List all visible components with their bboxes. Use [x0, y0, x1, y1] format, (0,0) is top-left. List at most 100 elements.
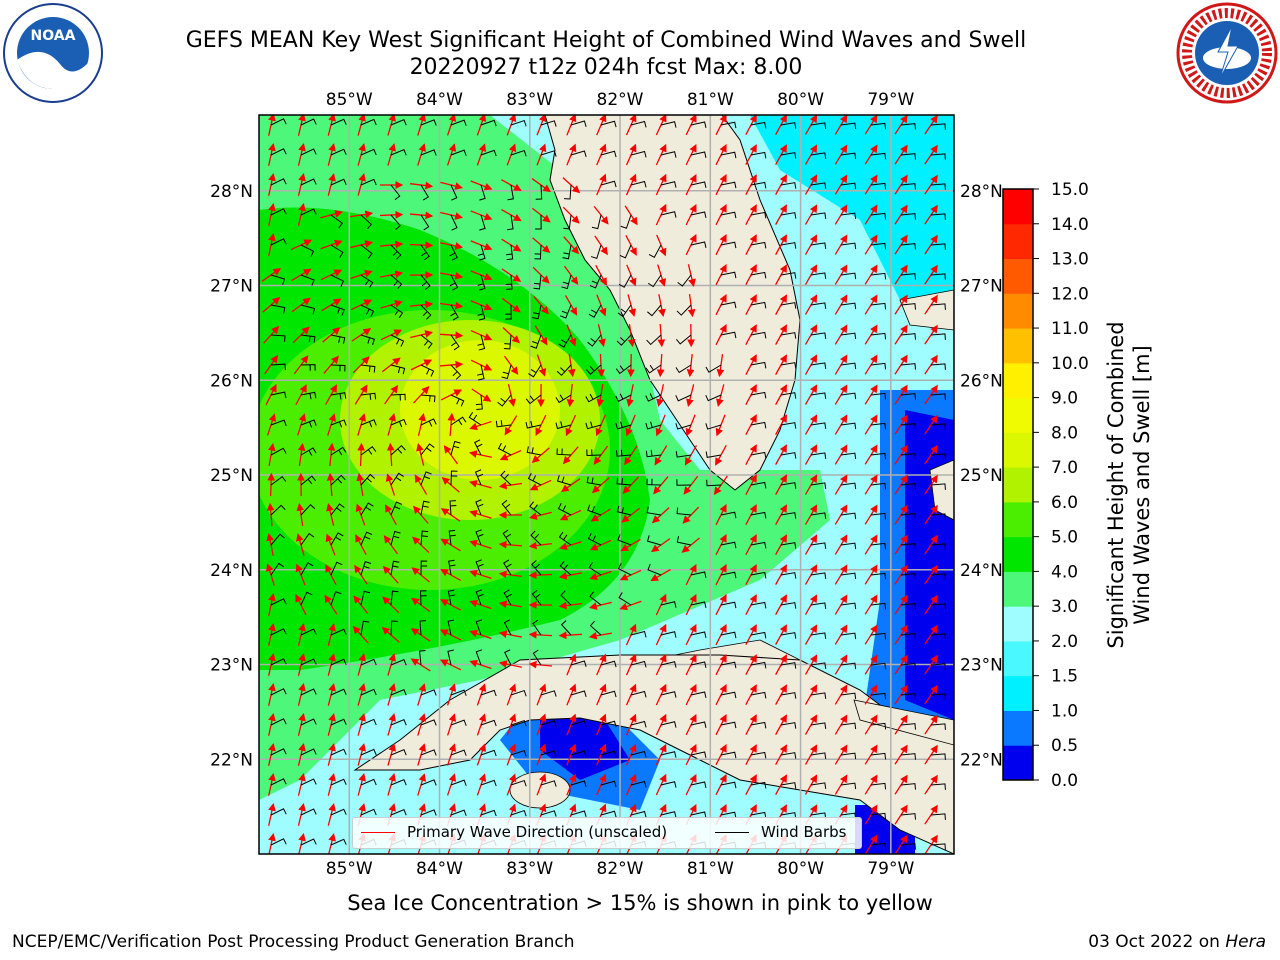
wind-barb [535, 214, 542, 230]
wind-barb [530, 334, 542, 349]
wind-barb [330, 214, 343, 229]
colorbar-tick-label: 7.0 [1051, 458, 1078, 478]
wind-barb [390, 472, 404, 486]
wind-barb [615, 393, 632, 402]
wind-barb [720, 661, 737, 669]
wind-barb [300, 475, 317, 486]
wind-barb [660, 181, 677, 188]
colorbar-tick-label: 8.0 [1051, 423, 1078, 443]
wind-barb [900, 273, 917, 280]
wind-barb [900, 693, 917, 700]
wind-barb [750, 481, 767, 489]
wind-barb [840, 422, 857, 430]
wind-barb [616, 477, 632, 486]
wind-barb [556, 364, 572, 377]
latitude-label: 26°N [210, 371, 253, 391]
wind-barb [870, 662, 887, 670]
wind-barb [617, 534, 632, 546]
wind-barb [475, 394, 483, 410]
wind-barb [270, 475, 287, 486]
wind-barb [360, 446, 377, 456]
wind-barb [930, 453, 946, 460]
wind-barb [300, 274, 315, 286]
wind-barb [600, 810, 617, 818]
colorbar-tick-label: 5.0 [1051, 528, 1078, 548]
colorbar-tick-label: 10.0 [1051, 354, 1089, 374]
wind-barb [330, 474, 346, 486]
wind-barb [480, 149, 497, 157]
wind-barb [448, 559, 456, 576]
wind-barb [750, 661, 767, 669]
wind-barb [450, 779, 467, 786]
wind-barb [330, 334, 346, 344]
wind-barb [750, 571, 767, 579]
wind-barb [448, 529, 456, 546]
wind-barb [270, 628, 287, 636]
svg-text:NOAA: NOAA [31, 28, 76, 44]
wind-barb [870, 632, 887, 640]
wind-barb [390, 149, 407, 156]
wind-barb [300, 118, 317, 126]
wind-barb [360, 502, 374, 516]
wind-barb [390, 749, 407, 756]
wind-barb [690, 211, 707, 218]
wind-barb [300, 304, 316, 315]
wind-barb [420, 274, 431, 291]
wind-barb [840, 632, 857, 640]
wind-barb [840, 302, 857, 310]
wind-barb [270, 118, 287, 126]
wind-barb [618, 592, 632, 606]
latitude-label: 24°N [210, 561, 253, 581]
wind-barb [390, 304, 404, 319]
wind-barb [420, 334, 433, 349]
wind-barb [930, 663, 946, 670]
wind-barb [600, 720, 617, 728]
wind-barb [618, 274, 632, 288]
wind-barb [450, 809, 467, 816]
wind-barb [720, 781, 737, 789]
wind-barb [525, 420, 542, 429]
wind-barb [930, 153, 946, 160]
wind-barb [720, 571, 737, 579]
wind-barb [360, 334, 375, 346]
wind-barb [930, 183, 946, 190]
wind-barb [870, 692, 887, 700]
wind-barb [615, 364, 632, 375]
wind-barb [300, 688, 317, 696]
wind-barb [615, 421, 632, 430]
wind-barb [586, 449, 602, 457]
wind-barb [600, 780, 617, 788]
wind-barb [840, 152, 857, 160]
wind-barb [300, 208, 317, 216]
wind-barb [330, 808, 347, 816]
wind-barb [450, 149, 467, 156]
wind-barb [930, 723, 946, 730]
wind-barb [900, 543, 917, 550]
wind-barb [270, 447, 287, 456]
wind-barb [630, 180, 647, 188]
wind-barb [360, 561, 372, 576]
wind-barb [526, 446, 542, 456]
wind-barb [840, 662, 857, 670]
wind-barb [870, 272, 887, 280]
wind-barb [330, 561, 343, 576]
wind-barb [690, 781, 707, 788]
wind-barb [720, 301, 737, 309]
latitude-label: 24°N [960, 561, 1003, 581]
wind-barb [900, 753, 917, 760]
wind-barb [528, 364, 542, 378]
wind-barb [750, 691, 767, 699]
wind-barb [810, 752, 827, 759]
colorbar-tick-label: 12.0 [1051, 284, 1089, 304]
longitude-labels-bottom: 85°W 84°W 83°W 82°W 81°W 80°W 79°W [326, 859, 915, 879]
wind-barb [300, 591, 313, 606]
wind-barb [330, 838, 347, 846]
wind-barb [600, 180, 617, 188]
wind-barb [449, 500, 457, 516]
longitude-label: 80°W [777, 90, 824, 110]
wind-barb [330, 178, 347, 186]
wind-barb [500, 470, 512, 486]
wind-barb [675, 364, 692, 374]
wind-barb [676, 479, 692, 486]
